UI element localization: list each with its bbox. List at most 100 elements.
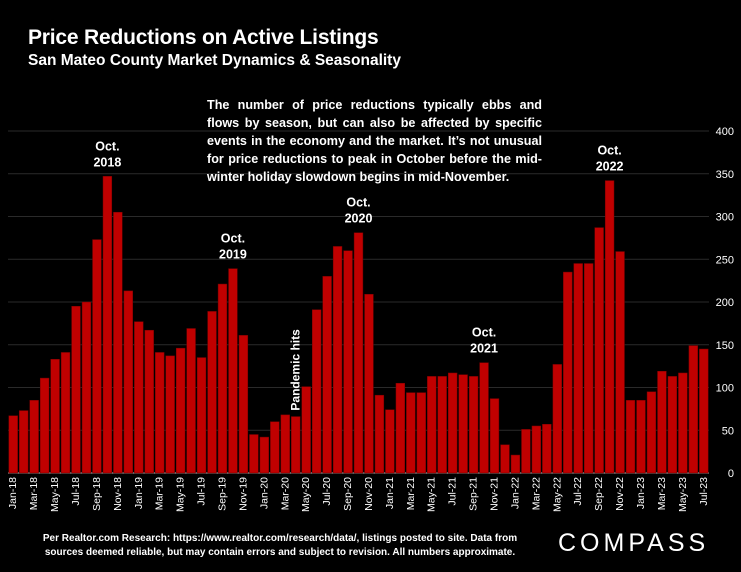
y-tick-label: 250 — [716, 254, 734, 266]
y-tick-label: 50 — [722, 425, 734, 437]
x-tick-label: May-23 — [677, 477, 689, 512]
annotation-label: Oct. — [95, 139, 119, 153]
x-tick-label: Jul-19 — [196, 477, 208, 506]
x-tick-label: Sep-22 — [593, 477, 605, 511]
annotation-label: 2019 — [219, 248, 247, 262]
x-tick-label: Mar-21 — [405, 477, 417, 510]
x-tick-label: Mar-20 — [279, 477, 291, 510]
annotation-label: 2018 — [93, 155, 121, 169]
footer-line-2: sources deemed reliable, but may contain… — [44, 547, 516, 558]
bar — [468, 376, 479, 474]
x-tick-label: Jul-23 — [698, 477, 710, 506]
bar — [437, 376, 447, 474]
bar — [594, 227, 604, 474]
y-tick-label: 150 — [716, 340, 734, 352]
bar — [657, 371, 667, 474]
bar — [102, 176, 113, 474]
bar — [552, 364, 562, 474]
bar — [625, 400, 636, 474]
x-tick-label: Mar-18 — [28, 477, 40, 510]
bar — [81, 301, 92, 474]
bar — [667, 376, 678, 474]
bar — [196, 357, 207, 474]
x-tick-label: Sep-21 — [468, 477, 480, 511]
x-tick-label: Jul-18 — [70, 477, 82, 506]
bar — [353, 232, 364, 474]
bar — [228, 268, 238, 474]
x-tick-label: Jan-19 — [133, 477, 145, 509]
bar — [479, 362, 489, 474]
bar — [29, 400, 39, 474]
annotation-label: Oct. — [472, 326, 496, 340]
bar — [322, 276, 332, 474]
bar — [19, 410, 29, 474]
bar — [427, 376, 437, 474]
bar — [374, 394, 385, 474]
x-tick-label: Nov-18 — [112, 477, 124, 511]
bar — [395, 382, 405, 474]
y-tick-label: 200 — [716, 297, 734, 309]
bar — [604, 180, 615, 474]
x-tick-label: Jan-23 — [635, 477, 647, 509]
y-tick-label: 350 — [716, 169, 734, 181]
annotation-label: 2022 — [596, 160, 624, 174]
x-tick-label: Mar-22 — [530, 477, 542, 510]
bar — [500, 444, 510, 474]
x-tick-label: May-22 — [551, 477, 563, 512]
bar — [144, 329, 154, 474]
bar — [134, 321, 144, 474]
annotation-label: Oct. — [597, 144, 621, 158]
x-tick-label: Mar-23 — [656, 477, 668, 510]
bar — [364, 294, 374, 474]
bar — [186, 328, 196, 474]
bar-chart: 0 50 100 150 200 250 300 350 400 Jan-18 Mar-18 May-… — [7, 126, 734, 512]
x-tick-label: Jan-20 — [258, 477, 270, 509]
bar — [688, 345, 698, 474]
bar — [165, 355, 175, 474]
x-tick-label: Jul-22 — [572, 477, 584, 506]
bar — [385, 409, 395, 474]
bar — [531, 425, 542, 474]
bar — [249, 434, 259, 474]
annotation-label: 2021 — [470, 342, 498, 356]
x-tick-label: Sep-19 — [216, 477, 228, 511]
bar — [155, 352, 165, 474]
x-tick-label: May-18 — [49, 477, 61, 512]
x-tick-label: Jul-20 — [321, 477, 333, 506]
x-tick-label: Nov-21 — [489, 477, 501, 511]
bar — [343, 250, 353, 474]
bar — [615, 251, 625, 474]
source-footer: Per Realtor.com Research: https://www.re… — [0, 532, 560, 560]
bar — [312, 309, 322, 474]
bar — [50, 359, 60, 474]
bar — [238, 335, 249, 474]
bar — [489, 398, 500, 474]
x-tick-label: May-20 — [300, 477, 312, 512]
bar — [207, 311, 217, 474]
annotation-label: Oct. — [346, 196, 370, 210]
x-tick-label: May-21 — [426, 477, 438, 512]
bar — [301, 386, 311, 474]
compass-logo: COMPASS — [558, 529, 710, 557]
bar — [123, 290, 133, 474]
bar — [573, 263, 583, 474]
x-tick-label: Jul-21 — [447, 477, 459, 506]
bar — [699, 348, 709, 474]
bar — [175, 347, 186, 474]
bar — [416, 392, 426, 474]
bar — [270, 421, 280, 474]
x-tick-label: Jan-22 — [509, 477, 521, 509]
bar — [291, 416, 301, 474]
x-tick-label: May-19 — [175, 477, 187, 512]
annotation-label: Oct. — [221, 232, 245, 246]
chart-subtitle: San Mateo County Market Dynamics & Seaso… — [28, 52, 401, 69]
commentary-note: The number of price reductions typically… — [207, 98, 542, 184]
bar — [60, 352, 71, 474]
bar — [678, 372, 688, 474]
y-tick-label: 300 — [716, 212, 734, 224]
bar — [217, 283, 228, 474]
bar — [458, 374, 468, 474]
annotation-label: 2020 — [345, 212, 373, 226]
x-tick-label: Nov-19 — [237, 477, 249, 511]
bar — [448, 372, 458, 474]
